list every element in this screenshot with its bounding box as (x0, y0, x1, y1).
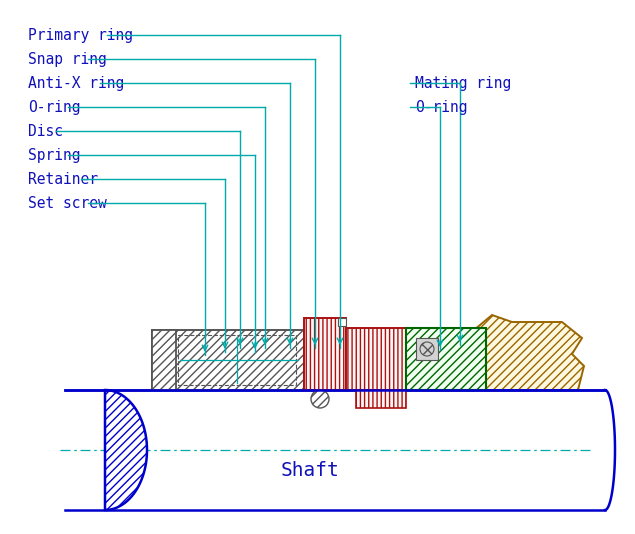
Bar (338, 318, 346, 326)
Bar (346, 328, 406, 390)
Text: Primary ring: Primary ring (28, 28, 133, 43)
Circle shape (311, 390, 329, 408)
Text: Anti-X ring: Anti-X ring (28, 76, 124, 91)
Text: Disc: Disc (28, 124, 63, 139)
Bar (356, 390, 406, 408)
Text: Mating ring: Mating ring (415, 76, 511, 91)
Bar (416, 338, 438, 360)
Bar (65, 390, 605, 510)
Polygon shape (105, 390, 147, 510)
Bar (304, 318, 346, 390)
Text: Set screw: Set screw (28, 196, 107, 211)
Text: O-ring: O-ring (415, 100, 467, 115)
Bar (346, 328, 406, 390)
Bar (152, 330, 304, 390)
Bar (406, 328, 486, 390)
Polygon shape (474, 315, 584, 390)
Text: Snap ring: Snap ring (28, 52, 107, 67)
Bar (152, 330, 304, 390)
Polygon shape (152, 330, 176, 390)
Bar (178, 335, 296, 385)
Text: Shaft: Shaft (281, 460, 339, 480)
Bar (356, 390, 406, 408)
Bar (304, 318, 346, 390)
Circle shape (420, 342, 434, 356)
Text: O-ring: O-ring (28, 100, 81, 115)
Text: Retainer: Retainer (28, 172, 98, 187)
Text: Spring: Spring (28, 148, 81, 163)
Bar (406, 328, 486, 390)
